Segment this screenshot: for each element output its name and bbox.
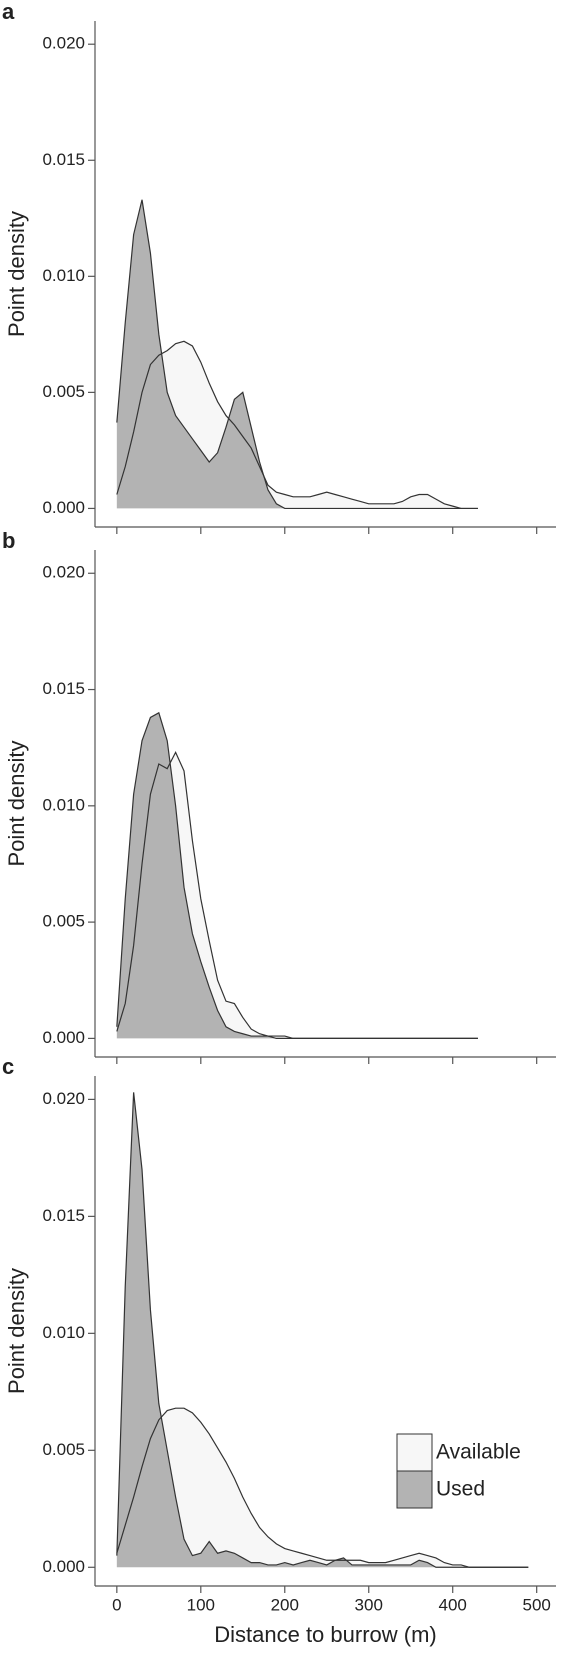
density-line <box>116 340 478 510</box>
x-tick-label: 0 <box>112 1595 121 1614</box>
y-tick-label: 0.000 <box>42 1557 85 1576</box>
density-area <box>116 752 478 1039</box>
x-tick-label: 400 <box>439 1595 467 1614</box>
density-area <box>116 712 478 1039</box>
legend-swatch <box>396 1433 433 1472</box>
x-axis-label: Distance to burrow (m) <box>214 1622 437 1647</box>
x-tick-label: 200 <box>271 1595 299 1614</box>
density-line <box>116 1092 529 1568</box>
y-tick-label: 0.020 <box>42 34 85 53</box>
x-tick-label: 500 <box>522 1595 550 1614</box>
density-area <box>116 199 478 509</box>
y-tick-label: 0.000 <box>42 1028 85 1047</box>
x-tick-label: 300 <box>355 1595 383 1614</box>
y-tick-label: 0.010 <box>42 1323 85 1342</box>
density-area <box>116 1092 529 1568</box>
y-tick-label: 0.015 <box>42 679 85 698</box>
y-tick-label: 0.015 <box>42 1206 85 1225</box>
legend-swatch <box>396 1470 433 1509</box>
density-line <box>116 711 478 1039</box>
panel-label: c <box>2 1054 14 1079</box>
x-tick-label: 100 <box>187 1595 215 1614</box>
y-tick-label: 0.010 <box>42 266 85 285</box>
y-tick-label: 0.005 <box>42 912 85 931</box>
y-tick-label: 0.005 <box>42 382 85 401</box>
y-tick-label: 0.015 <box>42 150 85 169</box>
legend-label: Available <box>436 1441 521 1464</box>
panel-label: b <box>2 528 15 553</box>
y-tick-label: 0.020 <box>42 563 85 582</box>
y-tick-label: 0.010 <box>42 795 85 814</box>
density-area <box>116 1408 529 1568</box>
y-axis-label: Point density <box>4 211 29 337</box>
y-axis-label: Point density <box>4 1268 29 1394</box>
panel-label: a <box>2 0 15 24</box>
y-tick-label: 0.005 <box>42 1440 85 1459</box>
y-axis-label: Point density <box>4 741 29 867</box>
density-line <box>116 1407 529 1568</box>
y-tick-label: 0.000 <box>42 498 85 517</box>
y-tick-label: 0.020 <box>42 1089 85 1108</box>
density-line <box>116 199 478 510</box>
legend-label: Used <box>436 1478 485 1501</box>
